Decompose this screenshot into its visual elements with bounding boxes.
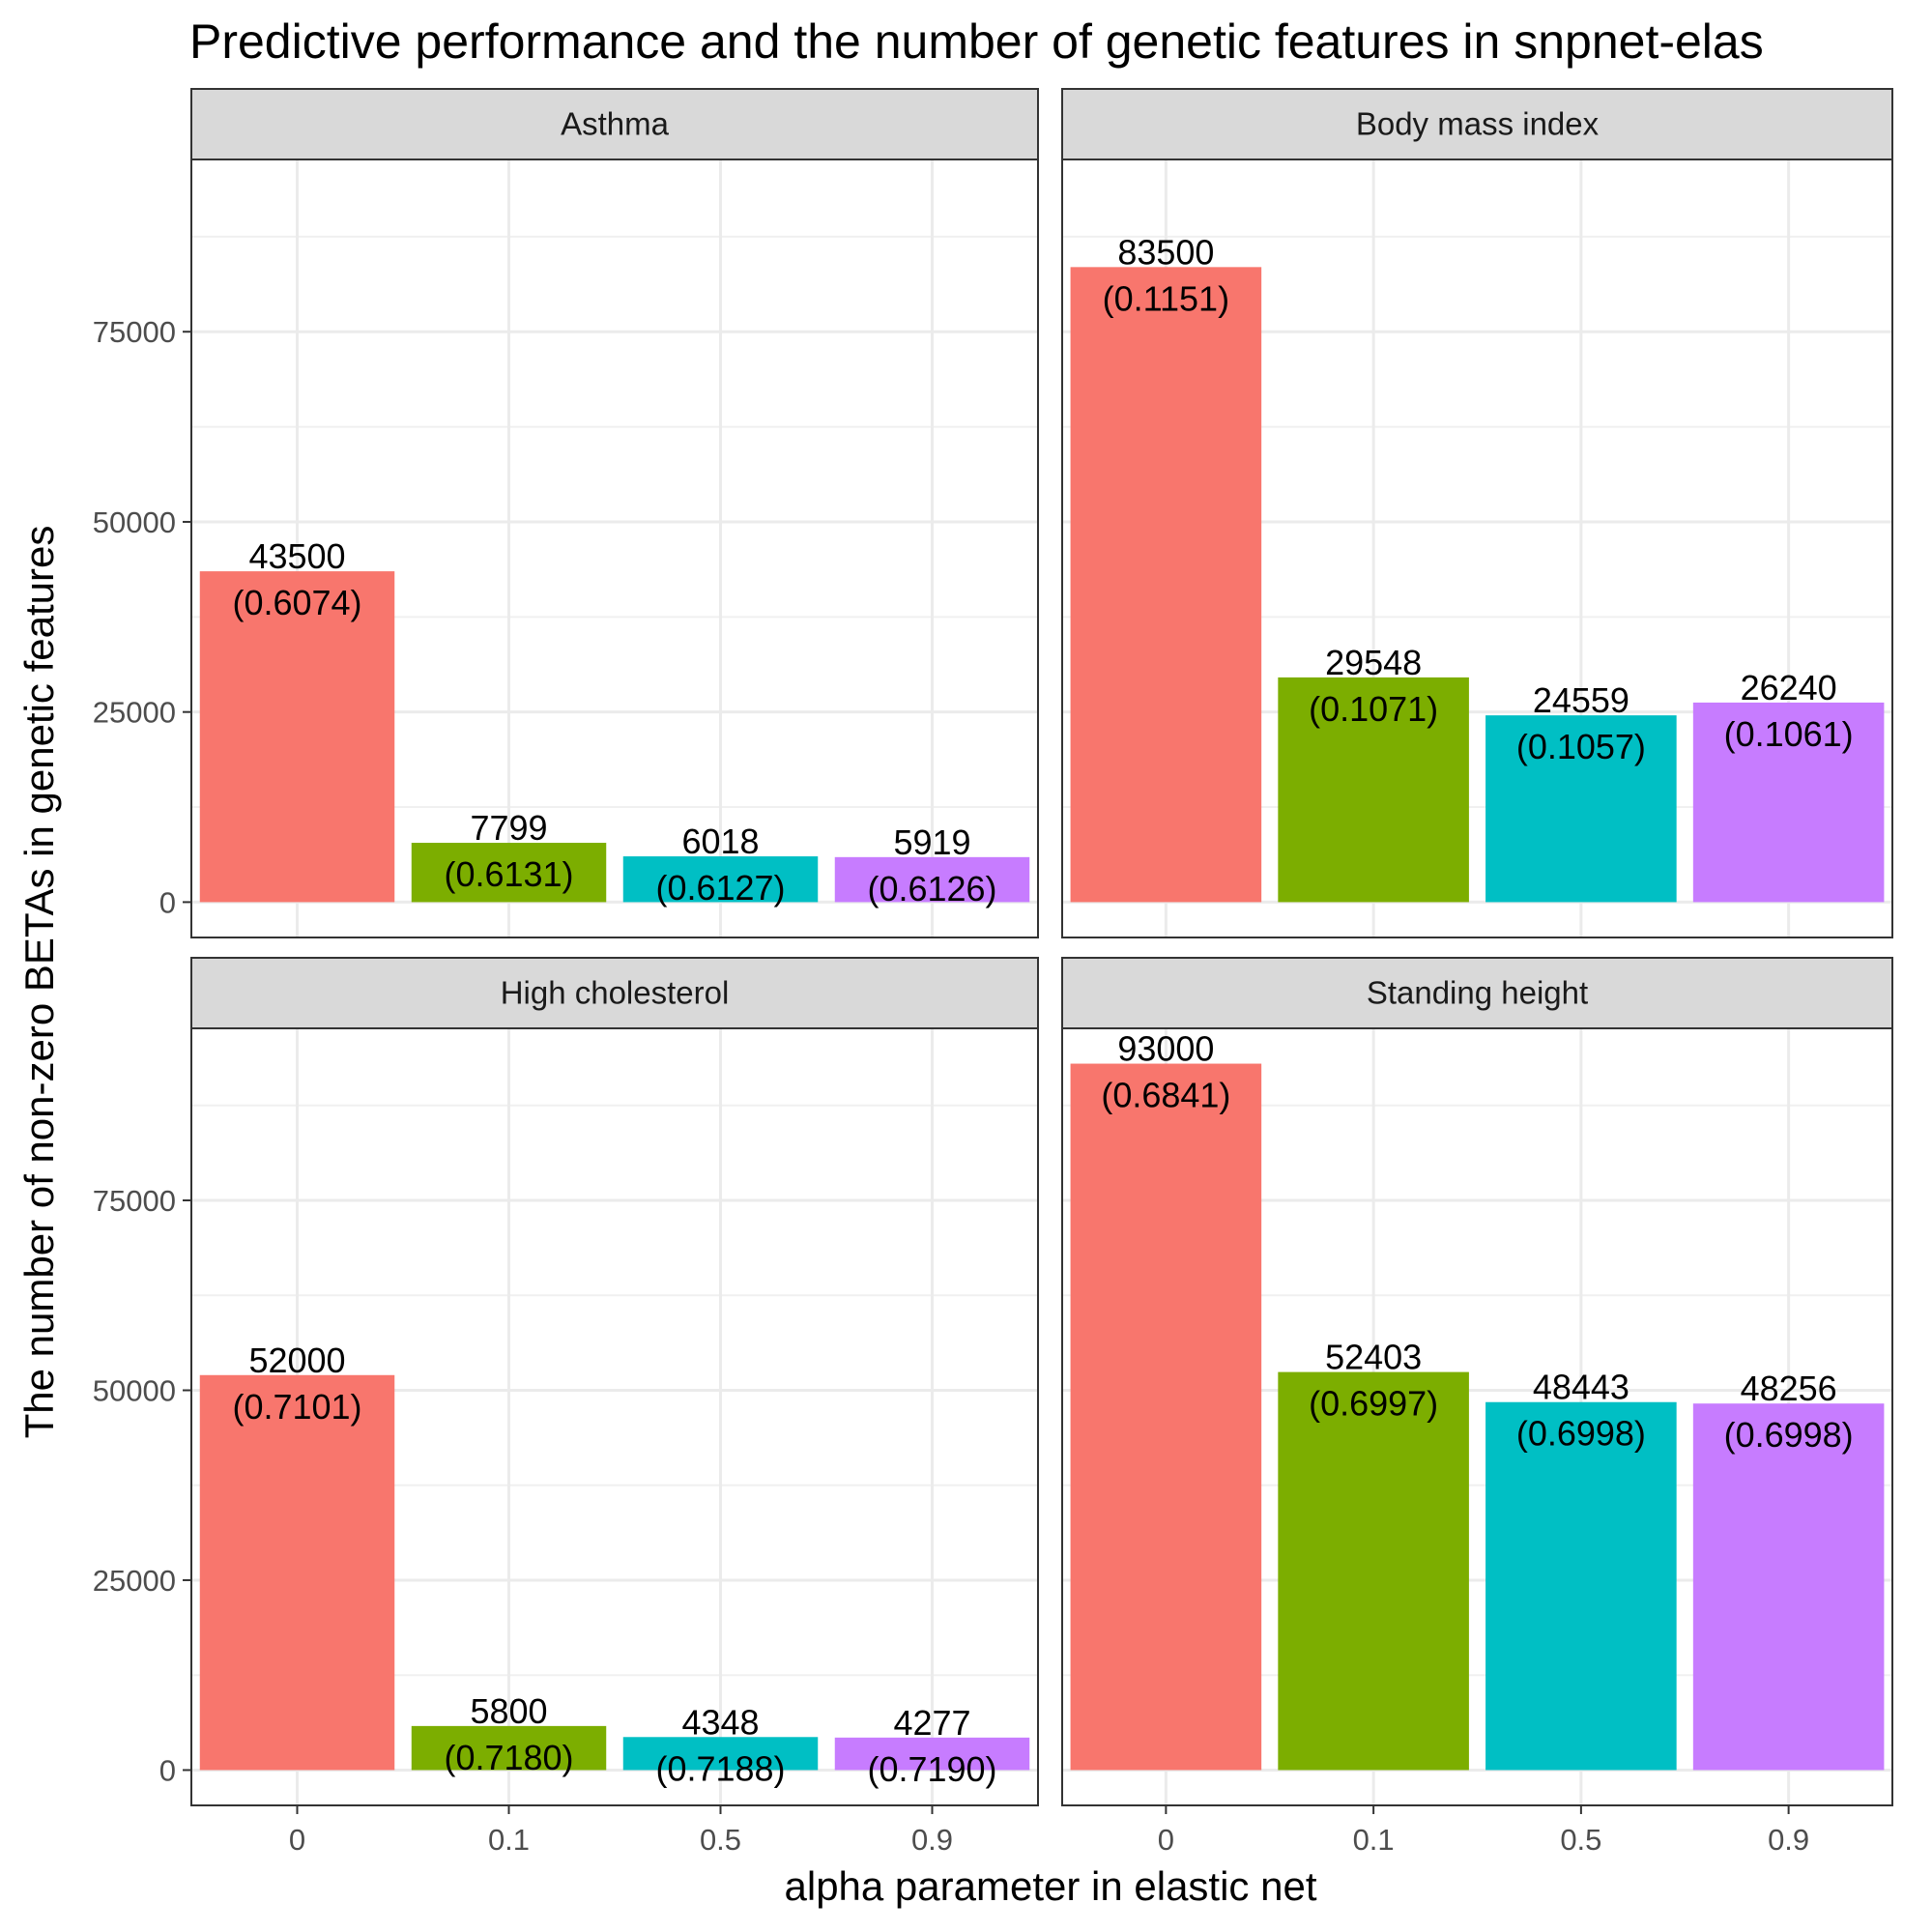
bar-value-label: 6018 [681, 822, 759, 861]
bar-metric-label: (0.1057) [1516, 727, 1646, 766]
y-tick-label: 25000 [93, 1564, 176, 1598]
bar-metric-label: (0.7190) [867, 1749, 996, 1789]
chart-title: Predictive performance and the number of… [189, 14, 1764, 69]
bar-value-label: 52403 [1325, 1338, 1422, 1377]
bar-high-cholesterol-0-9 [834, 1737, 1030, 1771]
x-tick-label: 0.9 [911, 1823, 953, 1857]
strip-background [190, 88, 1039, 160]
bar-metric-label: (0.1071) [1309, 689, 1438, 729]
bar-metric-label: (0.1151) [1103, 278, 1229, 318]
bar-high-cholesterol-0-1 [411, 1725, 607, 1771]
bar-asthma-0-9 [834, 856, 1030, 903]
x-tick-label: 0 [289, 1823, 305, 1857]
bar-value-label: 83500 [1117, 232, 1214, 272]
bar-metric-label: (0.6127) [655, 868, 785, 908]
strip-background [1061, 88, 1893, 160]
panel-high-cholesterol: 52000 (0.7101) 5800 (0.7180) 4348 (0.7188) 427… [93, 957, 1039, 1857]
bar-metric-label: (0.6998) [1516, 1414, 1646, 1454]
panel-body-mass-index: 83500 (0.1151) 29548 (0.1071) 24559 (0.1057) 2… [1061, 88, 1893, 938]
strip-background [1061, 957, 1893, 1029]
y-tick-label: 50000 [93, 1373, 176, 1407]
bar-metric-label: (0.7101) [232, 1387, 361, 1427]
bar-asthma-0 [199, 571, 395, 903]
bar-value-label: 7799 [470, 808, 547, 848]
x-tick-label: 0.1 [488, 1823, 530, 1857]
bar-metric-label: (0.6074) [232, 583, 361, 622]
strip-label-high-cholesterol: High cholesterol [501, 975, 730, 1011]
bar-value-label: 26240 [1741, 668, 1837, 707]
panel-asthma: 43500 (0.6074) 7799 (0.6131) 6018 (0.6127) 591… [93, 88, 1039, 938]
bar-value-label: 5919 [893, 822, 970, 862]
x-tick-label: 0 [1158, 1823, 1174, 1857]
bar-metric-label: (0.6131) [444, 854, 573, 894]
bar-asthma-0-1 [411, 843, 607, 903]
bar-high-cholesterol-0-5 [622, 1737, 819, 1771]
x-tick-label: 0.5 [1560, 1823, 1601, 1857]
bar-metric-label: (0.6998) [1724, 1415, 1854, 1455]
bar-value-label: 4348 [681, 1702, 759, 1742]
y-tick-label: 0 [159, 885, 176, 919]
bar-standing-height-0-1 [1278, 1371, 1469, 1771]
y-tick-label: 25000 [93, 696, 176, 730]
bar-standing-height-0-9 [1692, 1403, 1885, 1771]
bar-metric-label: (0.7180) [444, 1738, 573, 1777]
bar-standing-height-0-5 [1485, 1401, 1677, 1771]
panel-standing-height: 93000 (0.6841) 52403 (0.6997) 48443 (0.6998) 4… [1061, 957, 1893, 1857]
x-axis-title: alpha parameter in elastic net [785, 1863, 1317, 1909]
bar-metric-label: (0.7188) [655, 1748, 785, 1788]
y-tick-label: 75000 [93, 315, 176, 349]
facet-panels: 43500 (0.6074) 7799 (0.6131) 6018 (0.6127) 591… [93, 88, 1893, 1857]
bar-value-label: 24559 [1533, 680, 1629, 720]
bar-body-mass-index-0 [1070, 267, 1262, 903]
bar-value-label: 93000 [1117, 1029, 1214, 1069]
bar-value-label: 29548 [1325, 643, 1422, 682]
bar-value-label: 48256 [1741, 1369, 1837, 1408]
bar-metric-label: (0.6126) [867, 869, 996, 908]
bar-body-mass-index-0-1 [1278, 677, 1469, 903]
bar-body-mass-index-0-5 [1485, 715, 1677, 903]
bar-value-label: 48443 [1533, 1368, 1629, 1407]
strip-label-body-mass-index: Body mass index [1356, 106, 1600, 142]
bar-high-cholesterol-0 [199, 1374, 395, 1771]
strip-label-standing-height: Standing height [1367, 975, 1588, 1011]
bar-value-label: 5800 [470, 1691, 547, 1731]
x-tick-label: 0.9 [1768, 1823, 1809, 1857]
x-tick-label: 0.1 [1353, 1823, 1395, 1857]
y-tick-label: 0 [159, 1753, 176, 1787]
strip-background [190, 957, 1039, 1029]
y-tick-label: 50000 [93, 505, 176, 539]
bar-metric-label: (0.6841) [1101, 1076, 1230, 1115]
bar-metric-label: (0.6997) [1309, 1384, 1438, 1424]
x-tick-label: 0.5 [700, 1823, 741, 1857]
bar-value-label: 4277 [893, 1703, 970, 1743]
bar-value-label: 43500 [248, 536, 345, 576]
bar-standing-height-0 [1070, 1063, 1262, 1771]
strip-label-asthma: Asthma [561, 106, 670, 142]
y-tick-label: 75000 [93, 1184, 176, 1218]
bar-asthma-0-5 [622, 856, 819, 903]
bar-value-label: 52000 [248, 1341, 345, 1380]
y-axis-title: The number of non-zero BETAs in genetic … [16, 526, 62, 1439]
bar-body-mass-index-0-9 [1692, 702, 1885, 903]
bar-metric-label: (0.1061) [1724, 714, 1854, 754]
